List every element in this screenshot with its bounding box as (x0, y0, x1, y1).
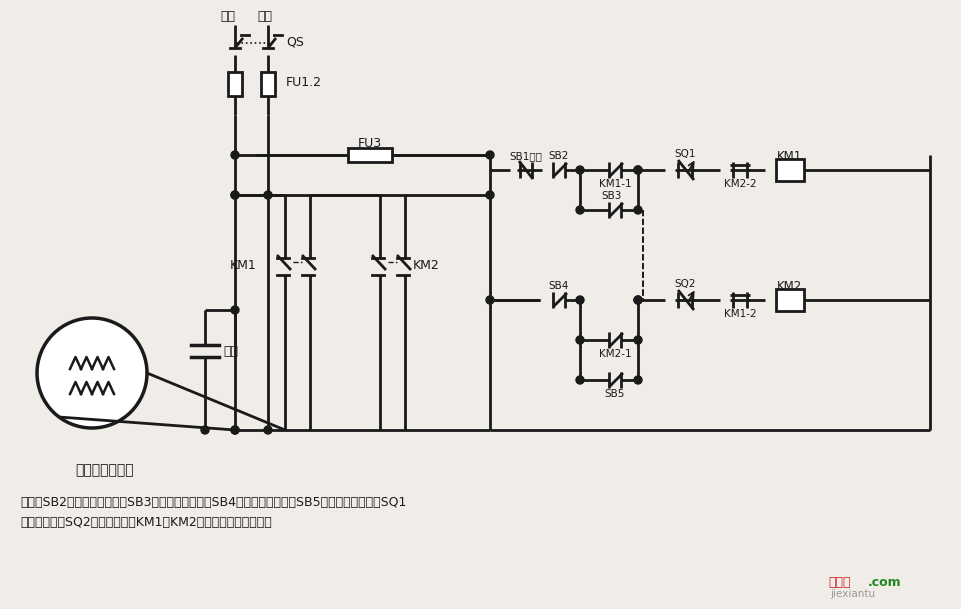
Text: SB5: SB5 (604, 389, 625, 399)
Text: 零线: 零线 (258, 10, 272, 23)
Circle shape (263, 426, 272, 434)
Circle shape (201, 426, 209, 434)
Text: KM2: KM2 (776, 280, 801, 292)
Text: KM2-2: KM2-2 (723, 179, 755, 189)
Text: .com: .com (867, 576, 900, 588)
Circle shape (485, 151, 494, 159)
Text: 火线: 火线 (220, 10, 235, 23)
Circle shape (576, 376, 583, 384)
Circle shape (231, 426, 238, 434)
Bar (228, 72, 242, 96)
Circle shape (576, 336, 583, 344)
Circle shape (231, 426, 238, 434)
Bar (260, 72, 275, 96)
Circle shape (576, 296, 583, 304)
Text: SB1停止: SB1停止 (509, 151, 542, 161)
Text: SB3: SB3 (601, 191, 621, 201)
Circle shape (485, 191, 494, 199)
Text: SQ2: SQ2 (674, 279, 695, 289)
Text: SQ1: SQ1 (674, 149, 695, 159)
Circle shape (633, 296, 641, 304)
Circle shape (633, 376, 641, 384)
Text: SB2: SB2 (548, 151, 569, 161)
Bar (348, 148, 391, 162)
Circle shape (633, 166, 641, 174)
Circle shape (231, 191, 238, 199)
Circle shape (633, 336, 641, 344)
Text: KM2-1: KM2-1 (598, 349, 630, 359)
Text: 电容: 电容 (223, 345, 237, 357)
Text: KM1: KM1 (776, 149, 801, 163)
Text: 为最高限位，SQ2为最低限位。KM1、KM2可用中间继电器代替。: 为最高限位，SQ2为最低限位。KM1、KM2可用中间继电器代替。 (20, 516, 271, 529)
Circle shape (485, 296, 494, 304)
Text: QS: QS (285, 35, 304, 49)
Text: FU1.2: FU1.2 (285, 76, 322, 88)
Circle shape (37, 318, 147, 428)
Text: FU3: FU3 (357, 136, 382, 149)
Text: 接线图: 接线图 (827, 576, 850, 588)
Text: SB4: SB4 (548, 281, 569, 291)
Circle shape (263, 191, 272, 199)
Circle shape (633, 296, 641, 304)
Circle shape (633, 206, 641, 214)
Text: jiexiantu: jiexiantu (829, 589, 875, 599)
Bar (776, 159, 803, 181)
Circle shape (231, 306, 238, 314)
Text: 说明：SB2为上升启动按钮，SB3为上升点动按钮，SB4为下降启动按钮，SB5为下降点动按钮；SQ1: 说明：SB2为上升启动按钮，SB3为上升点动按钮，SB4为下降启动按钮，SB5为… (20, 496, 406, 510)
Text: KM1: KM1 (230, 258, 257, 272)
Circle shape (576, 206, 583, 214)
Text: KM2: KM2 (412, 258, 439, 272)
Text: KM1-2: KM1-2 (723, 309, 755, 319)
Circle shape (576, 166, 583, 174)
Circle shape (231, 151, 238, 159)
Text: 单相电容电动机: 单相电容电动机 (75, 463, 134, 477)
Circle shape (633, 166, 641, 174)
Text: KM1-1: KM1-1 (598, 179, 630, 189)
Bar (776, 289, 803, 311)
Circle shape (231, 191, 238, 199)
